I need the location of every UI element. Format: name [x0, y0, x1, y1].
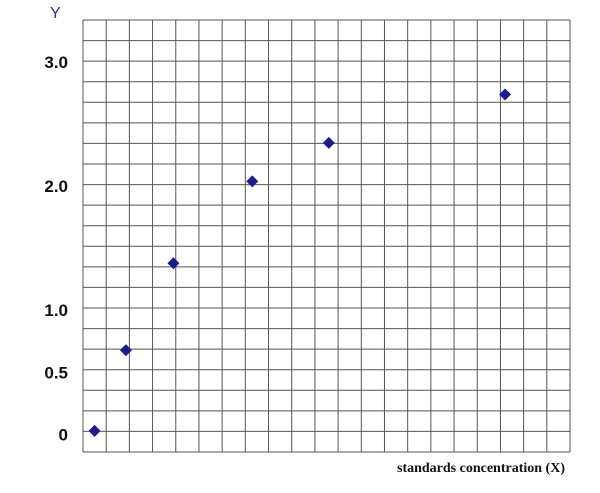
data-point: [88, 424, 101, 437]
data-point: [499, 88, 512, 101]
y-axis-label: Y: [50, 5, 61, 22]
data-point: [119, 344, 132, 357]
data-point: [322, 136, 335, 149]
y-tick-label: 3.0: [44, 53, 68, 72]
x-axis-label: standards concentration (X): [397, 461, 565, 476]
data-point: [167, 257, 180, 270]
grid: [82, 19, 571, 453]
y-tick-label: 2.0: [44, 177, 68, 196]
y-tick-label: 0.5: [44, 363, 68, 382]
data-point: [246, 175, 259, 188]
y-tick-label: 1.0: [44, 301, 68, 320]
y-tick-label: 0: [59, 425, 68, 444]
